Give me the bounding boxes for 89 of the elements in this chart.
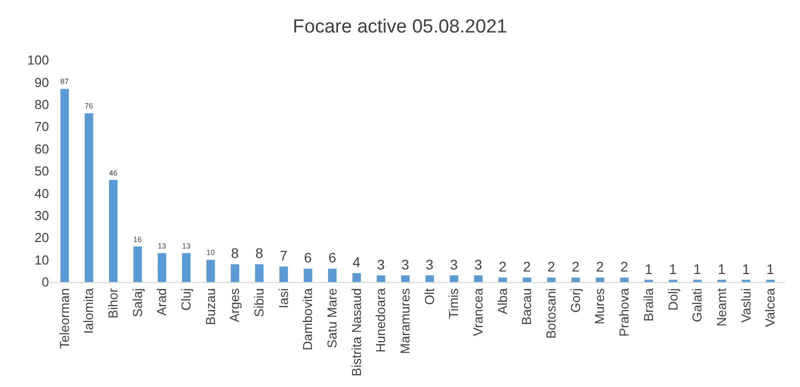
bar	[522, 278, 532, 282]
x-tick-label: Vaslui	[738, 288, 754, 323]
y-tick-label: 0	[42, 274, 49, 290]
bar	[450, 275, 458, 282]
data-label: 2	[620, 258, 628, 275]
data-label: 1	[766, 260, 774, 277]
data-label: 2	[498, 258, 507, 275]
x-tick-label: Timis	[446, 288, 462, 319]
bar	[206, 260, 215, 282]
x-tick-label: Bihor	[106, 288, 121, 319]
x-tick-label: Maramures	[398, 288, 413, 354]
x-tick-label: Gorj	[568, 288, 583, 313]
y-tick-label: 100	[27, 52, 49, 68]
y-tick-label: 90	[34, 74, 49, 90]
data-label: 1	[669, 260, 678, 277]
x-tick-label: Hunedoara	[373, 287, 388, 353]
data-label: 1	[644, 260, 653, 277]
x-tick-label: Dolj	[665, 288, 680, 311]
bar	[60, 88, 69, 282]
data-label: 2	[572, 258, 580, 275]
x-tick-label: Vrancea	[470, 287, 486, 336]
data-label: 1	[718, 260, 726, 277]
bar	[182, 253, 191, 282]
y-tick-label: 40	[34, 186, 49, 201]
bar	[498, 278, 507, 282]
bar	[401, 275, 410, 282]
data-label: 3	[450, 256, 458, 272]
bar	[328, 268, 337, 282]
y-tick-label: 30	[34, 208, 49, 223]
bar	[571, 278, 580, 282]
x-tick-label: Teleorman	[56, 288, 72, 349]
data-label: 7	[280, 247, 288, 264]
x-tick-label: Arges	[227, 288, 242, 322]
y-tick-label: 70	[34, 119, 49, 134]
bar	[376, 275, 386, 282]
y-tick-label: 20	[34, 230, 49, 246]
data-label: 8	[255, 245, 264, 262]
x-tick-label: Bistrita Nasaud	[348, 288, 364, 376]
data-label: 1	[742, 260, 750, 277]
bar	[158, 253, 166, 282]
data-label: 4	[352, 254, 361, 270]
y-tick-label: 10	[34, 252, 49, 268]
x-tick-label: Ialomita	[81, 287, 96, 334]
data-label: 8	[230, 245, 239, 262]
x-tick-label: Mures	[592, 288, 608, 324]
data-label: 3	[426, 256, 434, 272]
y-tick-label: 60	[34, 141, 49, 156]
data-label: 6	[304, 250, 312, 266]
x-tick-label: Olt	[422, 288, 437, 305]
x-tick-label: Alba	[494, 287, 510, 314]
data-label: 2	[523, 258, 532, 275]
data-label: 1	[693, 260, 702, 277]
data-label: 3	[401, 256, 410, 272]
x-tick-label: Braila	[640, 287, 656, 322]
x-tick-label: Dambovita	[300, 287, 316, 350]
bar	[255, 264, 264, 282]
x-tick-label: Botosani	[544, 288, 559, 339]
bar	[547, 278, 556, 282]
bar	[474, 275, 483, 282]
bar	[425, 275, 434, 282]
x-tick-label: Galati	[690, 288, 705, 322]
x-tick-label: Neamt	[714, 288, 729, 326]
bar	[596, 278, 604, 282]
x-tick-label: Salaj	[130, 288, 145, 318]
chart-title: Focare active 05.08.2021	[292, 16, 508, 38]
bar	[133, 246, 142, 282]
bar	[279, 266, 288, 282]
data-label: 2	[547, 258, 556, 275]
bar	[230, 264, 240, 282]
data-label: 2	[596, 258, 604, 275]
y-tick-label: 80	[34, 96, 49, 112]
bar	[304, 268, 312, 282]
data-label: 3	[376, 256, 385, 272]
bar	[352, 273, 361, 282]
bar	[620, 278, 629, 282]
x-tick-label: Arad	[154, 288, 170, 316]
x-tick-label: Satu Mare	[324, 288, 340, 348]
x-tick-label: Prahova	[616, 287, 632, 337]
data-label: 6	[328, 250, 336, 266]
y-tick-label: 50	[34, 164, 49, 179]
bar	[109, 180, 118, 282]
data-label: 3	[474, 256, 482, 272]
x-tick-label: Bacau	[519, 288, 534, 326]
x-tick-label: Buzau	[202, 288, 218, 326]
x-tick-label: Iasi	[276, 288, 291, 308]
x-tick-label: Cluj	[178, 288, 194, 311]
x-tick-label: Sibiu	[252, 288, 267, 318]
x-tick-label: Valcea	[762, 287, 778, 327]
bar	[84, 113, 94, 282]
